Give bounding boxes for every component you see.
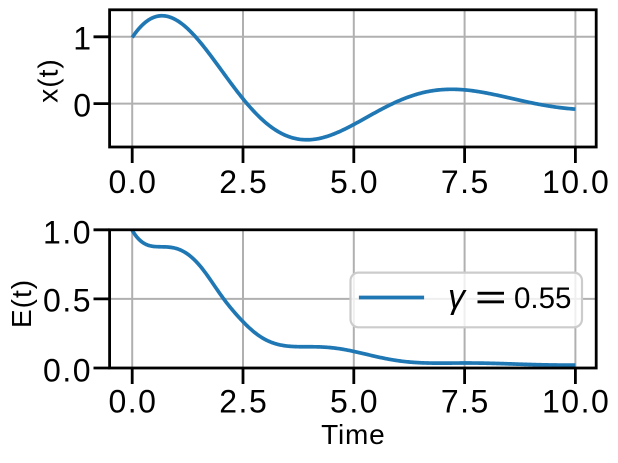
svg-text:1.0: 1.0 [43, 214, 92, 250]
svg-text:5.0: 5.0 [330, 384, 379, 420]
svg-text:10.0: 10.0 [542, 384, 610, 420]
svg-text:E(t): E(t) [6, 279, 37, 328]
svg-text:2.5: 2.5 [219, 164, 268, 200]
svg-text:1: 1 [73, 21, 91, 57]
svg-text:γ: γ [448, 278, 467, 316]
svg-text:0.0: 0.0 [108, 384, 157, 420]
svg-text:7.5: 7.5 [441, 384, 490, 420]
svg-text:0.5: 0.5 [43, 282, 92, 318]
svg-text:0.55: 0.55 [514, 282, 571, 315]
svg-text:7.5: 7.5 [441, 164, 490, 200]
svg-text:2.5: 2.5 [219, 384, 268, 420]
svg-text:0.0: 0.0 [108, 164, 157, 200]
svg-text:Time: Time [321, 419, 385, 450]
svg-text:0.0: 0.0 [43, 352, 92, 388]
svg-text:x(t): x(t) [33, 58, 64, 102]
svg-text:5.0: 5.0 [330, 164, 379, 200]
svg-text:0: 0 [73, 88, 91, 124]
svg-text:10.0: 10.0 [542, 164, 610, 200]
